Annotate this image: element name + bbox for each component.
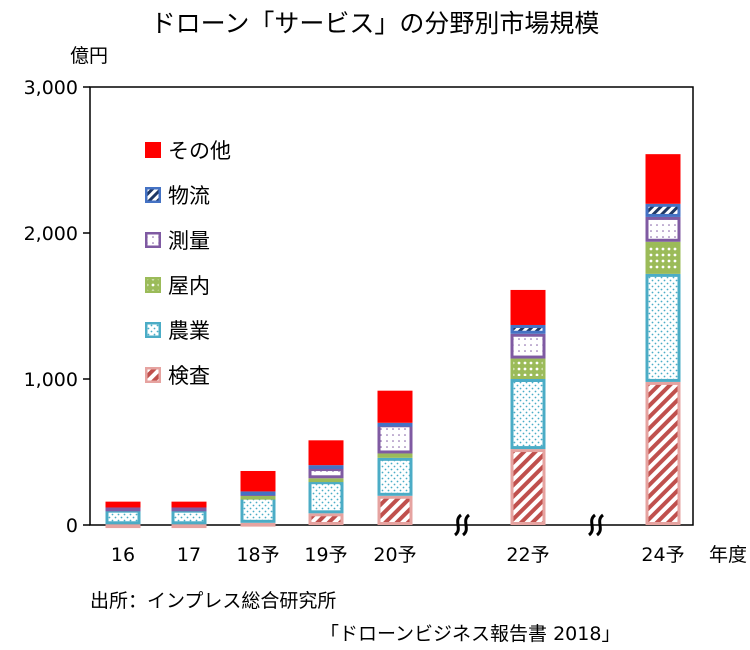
legend-item-屋内: 屋内 [145, 274, 210, 298]
bar-segment-測量-22予 [510, 333, 546, 359]
legend-swatch [145, 187, 161, 203]
x-tick-label: 17 [177, 544, 201, 566]
axis-break-mark [587, 513, 605, 537]
bar-segment-その他-20予 [377, 390, 413, 423]
legend-label: 検査 [168, 364, 210, 388]
source-line-1: 出所：インプレス総合研究所 [90, 590, 336, 612]
legend-item-農業: 農業 [145, 319, 210, 343]
x-tick-label: 24予 [641, 544, 684, 566]
legend-swatch [145, 322, 161, 338]
bar-segment-物流-20予 [377, 422, 413, 427]
x-tick-label: 20予 [373, 544, 416, 566]
y-axis: 0 1,000 2,000 3,000 [24, 77, 90, 537]
bar-segment-物流-19予 [308, 465, 344, 469]
chart-title: ドローン「サービス」の分野別市場規模 [151, 9, 600, 38]
bar-segment-農業-18予 [240, 496, 276, 523]
bar-segment-検査-16 [105, 524, 141, 529]
bar-segment-屋内-18予 [240, 495, 276, 500]
x-tick-label: 19予 [304, 544, 347, 566]
bar-segment-農業-24予 [645, 273, 681, 382]
legend-swatch [145, 232, 161, 248]
bar-segment-物流-22予 [510, 324, 546, 334]
bar-segment-その他-16 [105, 501, 141, 508]
bar-segment-検査-24予 [645, 381, 681, 526]
bar-segment-物流-24予 [645, 203, 681, 217]
bar-segment-検査-22予 [510, 449, 546, 525]
x-tick-label: 18予 [236, 544, 279, 566]
bar-segment-物流-18予 [240, 491, 276, 496]
legend-item-その他: その他 [145, 139, 231, 163]
legend-item-測量: 測量 [145, 229, 210, 253]
y-tick-label: 3,000 [24, 77, 78, 99]
y-tick-label: 2,000 [24, 223, 78, 245]
legend-label: 屋内 [168, 274, 210, 298]
axis-break-mark [453, 513, 471, 537]
bar-segment-農業-22予 [510, 379, 546, 450]
legend-item-物流: 物流 [145, 184, 210, 208]
y-tick-label: 1,000 [24, 369, 78, 391]
bar-segment-その他-22予 [510, 289, 546, 325]
bar-segment-測量-16 [105, 507, 141, 512]
source-line-2: 「ドローンビジネス報告書 2018」 [320, 623, 620, 645]
bar-segment-屋内-19予 [308, 478, 344, 483]
bar-segment-検査-18予 [240, 522, 276, 527]
legend-swatch [145, 367, 161, 383]
bar-segment-その他-17 [171, 501, 207, 508]
bar-segment-検査-20予 [377, 495, 413, 525]
bar-segment-その他-19予 [308, 440, 344, 466]
x-tick-label: 22予 [506, 544, 549, 566]
bar-segment-農業-19予 [308, 481, 344, 514]
legend-label: その他 [168, 139, 231, 163]
bar-segment-検査-19予 [308, 513, 344, 526]
bar-segment-屋内-20予 [377, 453, 413, 458]
bar-segment-測量-17 [171, 507, 207, 512]
y-axis-unit-label: 億円 [70, 45, 108, 67]
bar-segment-測量-24予 [645, 216, 681, 242]
bar-segment-農業-16 [105, 509, 141, 525]
y-tick-label: 0 [66, 515, 78, 537]
bar-segment-検査-17 [171, 524, 207, 529]
x-axis-label: 年度 [709, 544, 747, 566]
bar-segment-その他-24予 [645, 154, 681, 204]
x-tick-label: 16 [111, 544, 135, 566]
bar-segment-屋内-24予 [645, 241, 681, 274]
bar-segment-測量-20予 [377, 424, 413, 454]
axis-breaks [453, 513, 605, 537]
legend-swatch [145, 277, 161, 293]
legend-swatch [145, 142, 161, 158]
plot-area-frame [89, 86, 694, 526]
legend-label: 測量 [168, 229, 210, 253]
bar-segment-農業-17 [171, 509, 207, 525]
bar-segment-その他-18予 [240, 470, 276, 492]
bar-stacks [105, 154, 681, 529]
bar-segment-屋内-22予 [510, 358, 546, 379]
bar-segment-農業-20予 [377, 457, 413, 496]
legend-item-検査: 検査 [145, 364, 210, 388]
x-axis: 16 17 18予 19予 20予 22予 24予 [111, 544, 685, 566]
bar-segment-測量-19予 [308, 468, 344, 479]
legend-label: 物流 [168, 184, 210, 208]
legend-label: 農業 [168, 319, 210, 343]
